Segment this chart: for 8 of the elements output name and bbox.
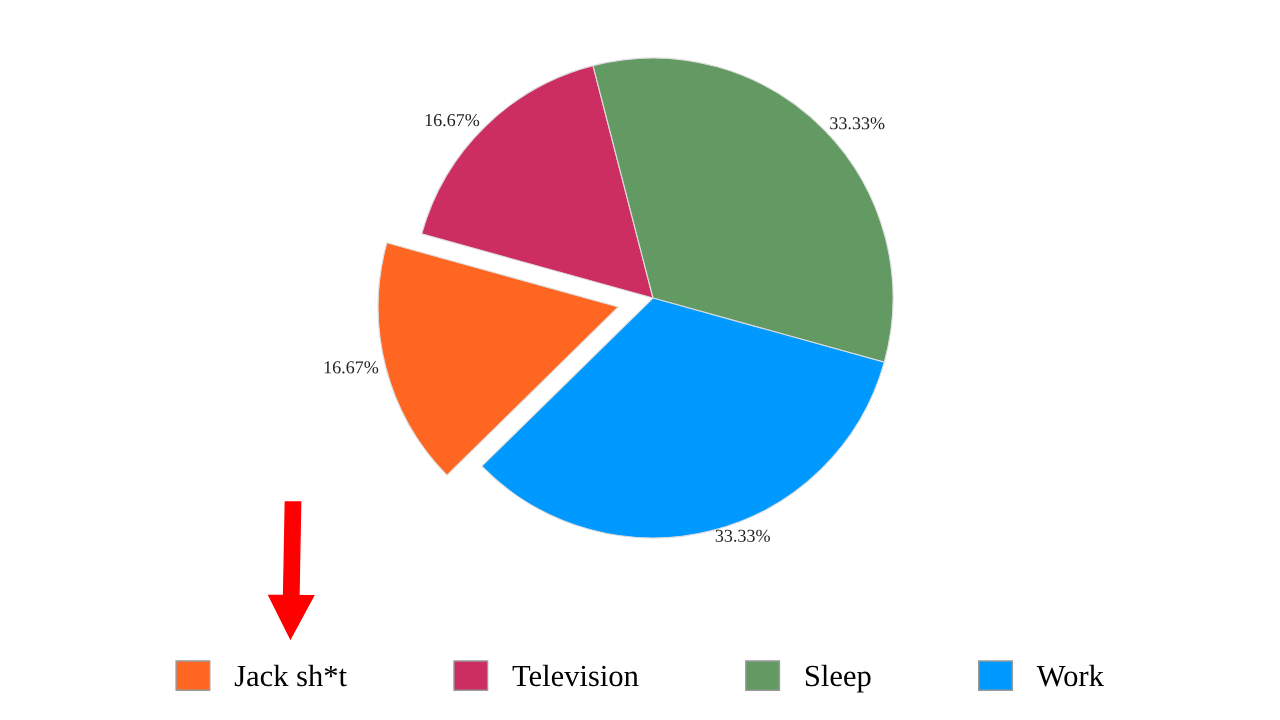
legend-label: Television <box>512 664 639 687</box>
legend-label: Jack sh*t <box>234 664 347 687</box>
data-label: 16.67% <box>425 113 480 127</box>
data-label: 33.33% <box>715 529 770 542</box>
legend-label: Sleep <box>805 664 871 693</box>
data-label: 33.33% <box>830 117 885 130</box>
legend-label: Work <box>1036 664 1104 687</box>
data-label: 16.67% <box>324 361 379 374</box>
